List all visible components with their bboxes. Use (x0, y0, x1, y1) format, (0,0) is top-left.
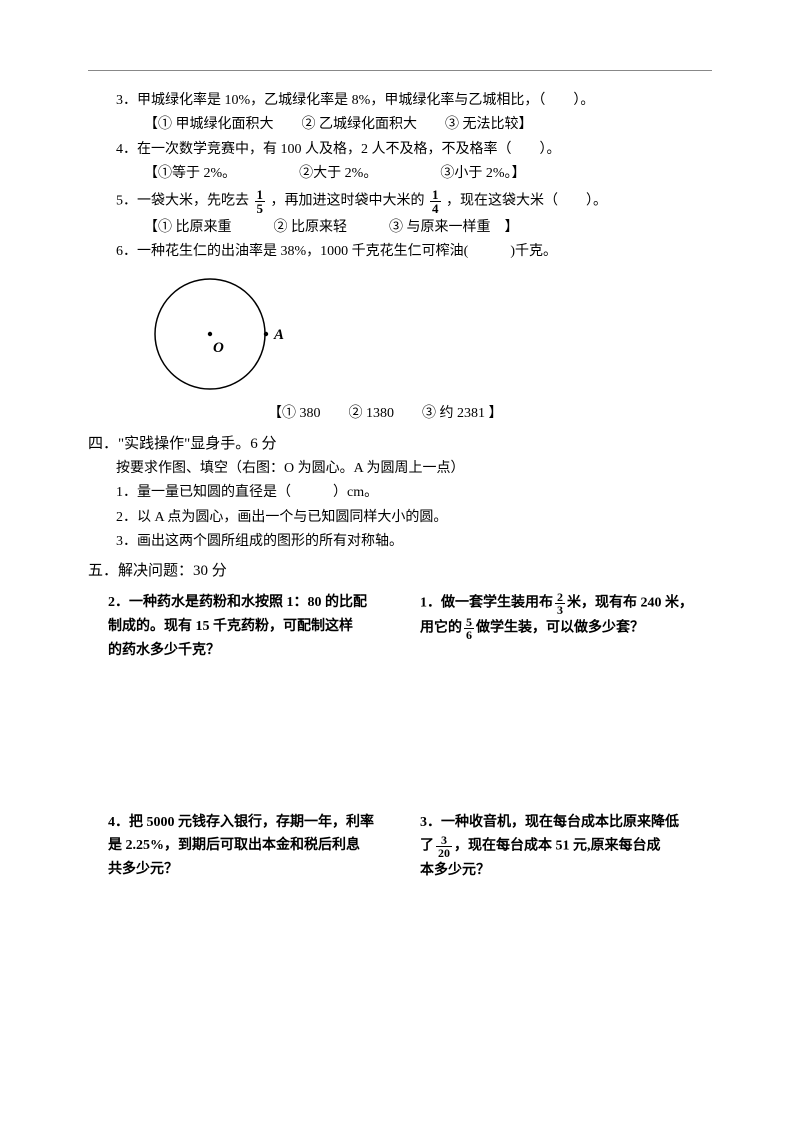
q5-options: 【① 比原来重 ② 比原来轻 ③ 与原来一样重 】 (88, 217, 712, 239)
q6-line1: 6．一种花生仁的出油率是 38%，1000 千克花生仁可榨油( )千克。 (88, 241, 712, 263)
label-a: A (273, 327, 284, 343)
q5-line1: 5．一袋大米，先吃去 1 5 ，再加进这时袋中大米的 1 4 ，现在这袋大米（ … (88, 188, 712, 215)
frac-num: 1 (255, 188, 266, 202)
problem4: 4．把 5000 元钱存入银行，存期一年，利率 是 2.25%，到期后可取出本金… (88, 811, 400, 884)
q3-line1: 3．甲城绿化率是 10%，乙城绿化率是 8%，甲城绿化率与乙城相比，（ ）。 (88, 90, 712, 112)
problem1: 1．做一套学生装用布23米，现有布 240 米， 用它的56做学生装，可以做多少… (420, 591, 712, 662)
p2-l2: 制成的。现有 15 千克药粉，可配制这样 (108, 615, 400, 639)
p1-frac2: 56 (464, 616, 474, 641)
p4-l2: 是 2.25%，到期后可取出本金和税后利息 (108, 834, 400, 858)
blank-space (88, 663, 712, 803)
problem2: 2．一种药水是药粉和水按照 1：80 的比配 制成的。现有 15 千克药粉，可配… (88, 591, 400, 662)
problems-row2: 4．把 5000 元钱存入银行，存期一年，利率 是 2.25%，到期后可取出本金… (88, 811, 712, 884)
p1-l2b: 做学生装，可以做多少套？ (476, 621, 644, 636)
p3-l2: 了320，现在每台成本 51 元,原来每台成 (420, 834, 712, 859)
problems-row1: 2．一种药水是药粉和水按照 1：80 的比配 制成的。现有 15 千克药粉，可配… (88, 591, 712, 662)
section4-item1: 1．量一量已知圆的直径是（ ）cm。 (88, 482, 712, 504)
problem3: 3．一种收音机，现在每台成本比原来降低 了320，现在每台成本 51 元,原来每… (420, 811, 712, 884)
q5-frac2: 1 4 (430, 188, 441, 215)
p3-l1: 3．一种收音机，现在每台成本比原来降低 (420, 811, 712, 835)
p1-frac1: 23 (555, 591, 565, 616)
frac-num: 1 (430, 188, 441, 202)
p3-frac: 320 (436, 834, 452, 859)
frac-den: 5 (255, 202, 266, 215)
q6-options: 【① 380 ② 1380 ③ 约 2381 】 (88, 403, 712, 425)
frac-den: 20 (436, 847, 452, 859)
p1-l2a: 用它的 (420, 621, 462, 636)
point-a-dot (264, 332, 268, 336)
q4-line1: 4．在一次数学竞赛中，有 100 人及格，2 人不及格，不及格率（ ）。 (88, 139, 712, 161)
q3-options: 【① 甲城绿化面积大 ② 乙城绿化面积大 ③ 无法比较】 (88, 114, 712, 136)
p2-l1: 2．一种药水是药粉和水按照 1：80 的比配 (108, 591, 400, 615)
section4-sub: 按要求作图、填空（右图：O 为圆心。A 为圆周上一点） (88, 458, 712, 480)
p1-mid: 米，现有布 240 米， (567, 596, 693, 611)
frac-den: 6 (464, 629, 474, 641)
section5-title: 五．解决问题：30 分 (88, 559, 712, 583)
p3-l2b: ，现在每台成本 51 元,原来每台成 (454, 839, 661, 854)
q5-post: ，现在这袋大米（ ）。 (446, 193, 607, 208)
p1-l1: 1．做一套学生装用布23米，现有布 240 米， (420, 591, 712, 616)
circle-diagram: O A (148, 269, 298, 399)
header-rule (88, 70, 712, 71)
section4-item3: 3．画出这两个圆所组成的图形的所有对称轴。 (88, 531, 712, 553)
circle-svg: O A (148, 269, 298, 399)
frac-den: 4 (430, 202, 441, 215)
p2-l3: 的药水多少千克？ (108, 639, 400, 663)
q4-options: 【①等于 2%。 ②大于 2%。 ③小于 2%。】 (88, 163, 712, 185)
q5-frac1: 1 5 (255, 188, 266, 215)
p4-l1: 4．把 5000 元钱存入银行，存期一年，利率 (108, 811, 400, 835)
p3-l2a: 了 (420, 839, 434, 854)
section4-item2: 2．以 A 点为圆心，画出一个与已知圆同样大小的圆。 (88, 507, 712, 529)
p1-l2: 用它的56做学生装，可以做多少套？ (420, 616, 712, 641)
frac-den: 3 (555, 604, 565, 616)
q5-pre: 5．一袋大米，先吃去 (116, 193, 249, 208)
section4-title: 四．"实践操作"显身手。6 分 (88, 432, 712, 456)
label-o: O (213, 340, 224, 356)
q5-mid: ，再加进这时袋中大米的 (271, 193, 425, 208)
p4-l3: 共多少元？ (108, 858, 400, 882)
p3-l3: 本多少元？ (420, 859, 712, 883)
center-dot (208, 332, 212, 336)
p1-pre: 1．做一套学生装用布 (420, 596, 553, 611)
